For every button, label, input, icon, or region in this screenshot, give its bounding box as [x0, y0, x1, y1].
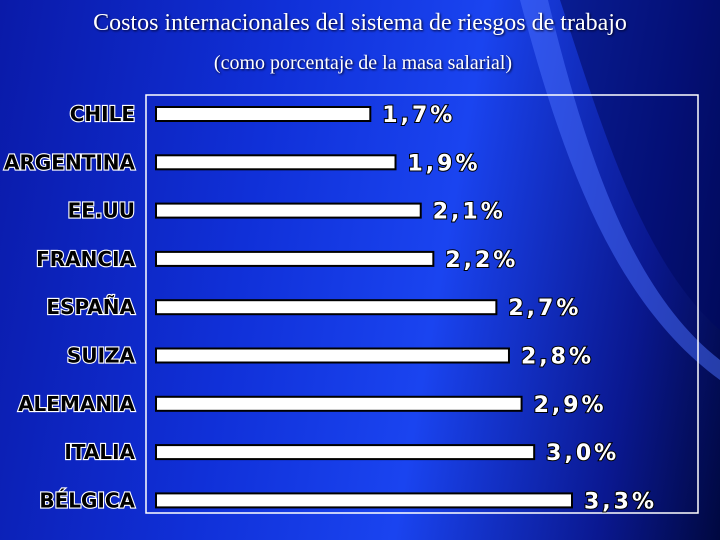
category-label: ARGENTINA [4, 150, 136, 174]
category-label: CHILE [70, 102, 135, 126]
bar [155, 106, 372, 122]
category-label: EE.UU [68, 199, 135, 223]
category-label: ITALIA [64, 440, 135, 464]
category-label: FRANCIA [36, 247, 135, 271]
category-label: ALEMANIA [18, 392, 135, 416]
page-subtitle: (como porcentaje de la masa salarial) [213, 52, 513, 74]
value-label: 3,3% [584, 489, 657, 514]
bar [155, 250, 435, 267]
value-label: 3,0% [546, 441, 619, 466]
category-label: SUIZA [67, 344, 136, 368]
value-label: 2,1% [433, 200, 506, 225]
value-label: 2,7% [508, 296, 581, 321]
bar [155, 444, 536, 461]
chart-frame [145, 94, 699, 514]
value-label: 2,8% [521, 345, 594, 370]
value-label: 2,9% [534, 393, 607, 418]
bar [155, 202, 422, 219]
value-label: 1,7% [382, 103, 455, 128]
bar [155, 154, 397, 171]
page-title: Costos internacionales del sistema de ri… [93, 10, 627, 36]
value-label: 1,9% [408, 151, 481, 176]
bar [155, 347, 510, 364]
value-label: 2,2% [445, 248, 518, 273]
category-label: BÉLGICA [39, 488, 135, 512]
bar [155, 492, 573, 509]
category-label: ESPAÑA [46, 295, 135, 319]
bar [155, 299, 498, 316]
bar [155, 395, 523, 412]
